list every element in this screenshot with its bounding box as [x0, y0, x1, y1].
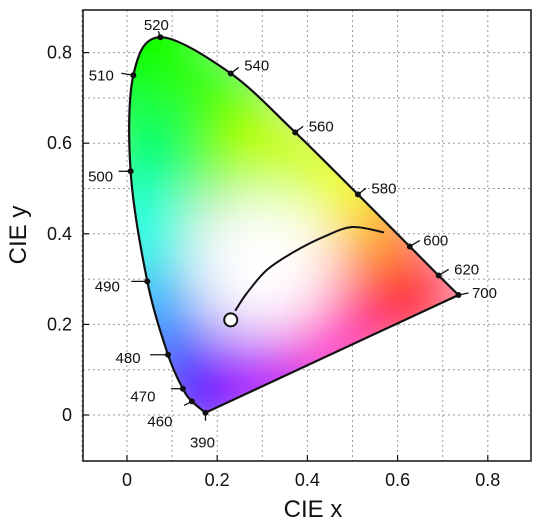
x-tick-label: 0.8 — [475, 470, 500, 490]
wavelength-label: 540 — [244, 57, 269, 74]
wavelength-dot — [165, 351, 172, 358]
x-tick-label: 0.6 — [385, 470, 410, 490]
planckian-locus-curve — [234, 225, 385, 312]
wavelength-dot — [179, 385, 186, 392]
wavelength-label: 500 — [88, 168, 113, 185]
wavelength-dot — [144, 278, 151, 285]
wavelength-label: 480 — [116, 350, 141, 367]
wavelength-dot — [435, 272, 442, 279]
wavelength-dot — [157, 34, 164, 41]
wavelength-label: 580 — [371, 180, 396, 197]
wavelength-dot — [455, 291, 462, 298]
wavelength-label: 470 — [130, 389, 155, 406]
wavelength-dot — [354, 191, 361, 198]
wavelength-dot — [292, 129, 299, 136]
x-axis-label: CIE x — [284, 496, 343, 523]
wavelength-labels: 390 460 470 480 490 500 510 520 540 560 580 600 620 7… — [88, 17, 497, 452]
x-tick-label: 0.2 — [205, 470, 230, 490]
wavelength-label: 390 — [190, 435, 215, 452]
wavelength-label: 600 — [423, 232, 448, 249]
y-tick-label: 0.8 — [47, 43, 72, 63]
wavelength-label: 490 — [95, 278, 120, 295]
y-tick-label: 0 — [62, 405, 72, 425]
wavelength-label: 460 — [147, 413, 172, 430]
spectral-locus-outline — [128, 36, 461, 414]
wavelength-dot — [130, 72, 137, 79]
wavelength-dot — [188, 398, 195, 405]
axis-ticks: 0 0.2 0.4 0.6 0.8 0 0.2 0.4 0.6 0.8 — [47, 43, 500, 490]
y-tick-label: 0.6 — [47, 133, 72, 153]
wavelength-label: 620 — [454, 261, 479, 278]
wavelength-dot — [227, 70, 234, 77]
wavelength-label: 700 — [472, 285, 497, 302]
x-tick-label: 0.4 — [295, 470, 320, 490]
white-point-marker — [223, 312, 239, 328]
y-tick-label: 0.2 — [47, 314, 72, 334]
wavelength-label: 520 — [144, 17, 169, 34]
wavelength-dot — [202, 409, 209, 416]
x-tick-label: 0 — [122, 470, 132, 490]
wavelength-label: 560 — [309, 118, 334, 135]
wavelength-dot — [406, 243, 413, 250]
y-axis-label: CIE y — [5, 206, 32, 265]
wavelength-label: 510 — [89, 67, 114, 84]
y-tick-label: 0.4 — [47, 224, 72, 244]
wavelength-dot — [127, 168, 134, 175]
